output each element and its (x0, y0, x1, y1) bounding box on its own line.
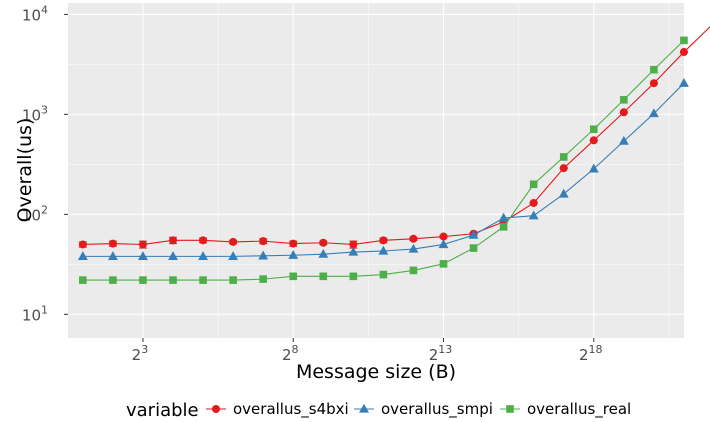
data-point (228, 251, 239, 261)
y-axis-title: Overall(us) (14, 118, 36, 223)
data-point (499, 223, 508, 231)
data-point (108, 239, 117, 248)
data-point (679, 78, 689, 87)
data-point (619, 108, 628, 117)
data-point (319, 238, 328, 247)
data-point (379, 270, 388, 279)
data-point (589, 125, 598, 134)
data-point (648, 108, 659, 118)
data-point (107, 251, 118, 261)
legend: variable overallus_s4bxi overallus_smpi ov… (126, 400, 631, 421)
data-point (588, 163, 599, 173)
series-layer (77, 22, 710, 284)
data-point (169, 276, 177, 284)
data-point (348, 246, 359, 256)
data-point (529, 180, 538, 189)
data-point (319, 272, 328, 281)
data-point (259, 275, 267, 283)
data-point (169, 236, 178, 245)
legend-key-marker (212, 405, 220, 413)
data-point (409, 266, 418, 275)
data-point (469, 244, 478, 252)
data-point (259, 237, 268, 246)
data-point (288, 250, 299, 259)
data-point (468, 229, 479, 239)
data-point (318, 248, 329, 258)
data-point (559, 164, 568, 173)
data-point (679, 48, 688, 57)
data-point (439, 260, 448, 268)
data-point (498, 212, 509, 222)
x-tick-label: 213 (429, 343, 453, 364)
data-point (649, 79, 658, 88)
data-point (168, 251, 178, 261)
legend-title: variable (126, 400, 199, 421)
x-tick-label: 218 (579, 343, 603, 364)
y-tick-label: 101 (22, 303, 48, 324)
data-point (199, 236, 208, 245)
legend-key-marker (359, 403, 369, 413)
data-point (78, 240, 87, 249)
data-point (378, 245, 389, 255)
data-point (349, 240, 358, 249)
data-point (528, 210, 539, 220)
series-line-overallus_s4bxi (82, 26, 710, 246)
x-tick-labels: 23 28 213 218 (132, 343, 603, 364)
data-point (529, 198, 538, 207)
data-point (138, 251, 148, 261)
x-tick-label: 23 (132, 343, 149, 364)
grid-minor (68, 3, 684, 338)
data-point (79, 276, 87, 284)
x-tick-label: 28 (282, 343, 299, 364)
y-tick-label: 102 (22, 203, 48, 224)
axis-ticks (64, 13, 595, 342)
data-point (199, 276, 207, 284)
data-point (589, 136, 598, 145)
legend-key-marker (506, 405, 514, 413)
data-point (618, 135, 629, 145)
data-point (138, 240, 147, 249)
legend-items: overallus_s4bxi overallus_smpi overallus_r… (206, 400, 631, 419)
data-point (229, 276, 237, 284)
y-tick-labels: 101 102 103 104 (22, 3, 48, 324)
data-point (139, 276, 147, 284)
data-point (559, 153, 568, 161)
data-point (258, 250, 269, 260)
data-point (77, 251, 88, 261)
data-point (620, 95, 628, 104)
data-point (379, 236, 388, 245)
data-point (349, 272, 358, 281)
legend-item-label: overallus_s4bxi (233, 400, 349, 419)
legend-item-label: overallus_real (527, 400, 631, 419)
y-tick-label: 103 (22, 103, 48, 124)
legend-item-label: overallus_smpi (381, 400, 493, 419)
data-point (408, 243, 419, 253)
data-point (229, 237, 238, 246)
data-point (680, 36, 688, 45)
x-axis-title: Message size (B) (296, 361, 456, 383)
data-point (289, 239, 298, 248)
data-point (409, 234, 418, 243)
data-point (439, 232, 448, 241)
data-point (198, 251, 209, 261)
data-point (650, 65, 658, 74)
data-point (289, 272, 298, 281)
y-tick-label: 104 (22, 3, 48, 24)
data-point (558, 188, 569, 198)
data-point (438, 239, 449, 249)
data-point (109, 276, 117, 284)
